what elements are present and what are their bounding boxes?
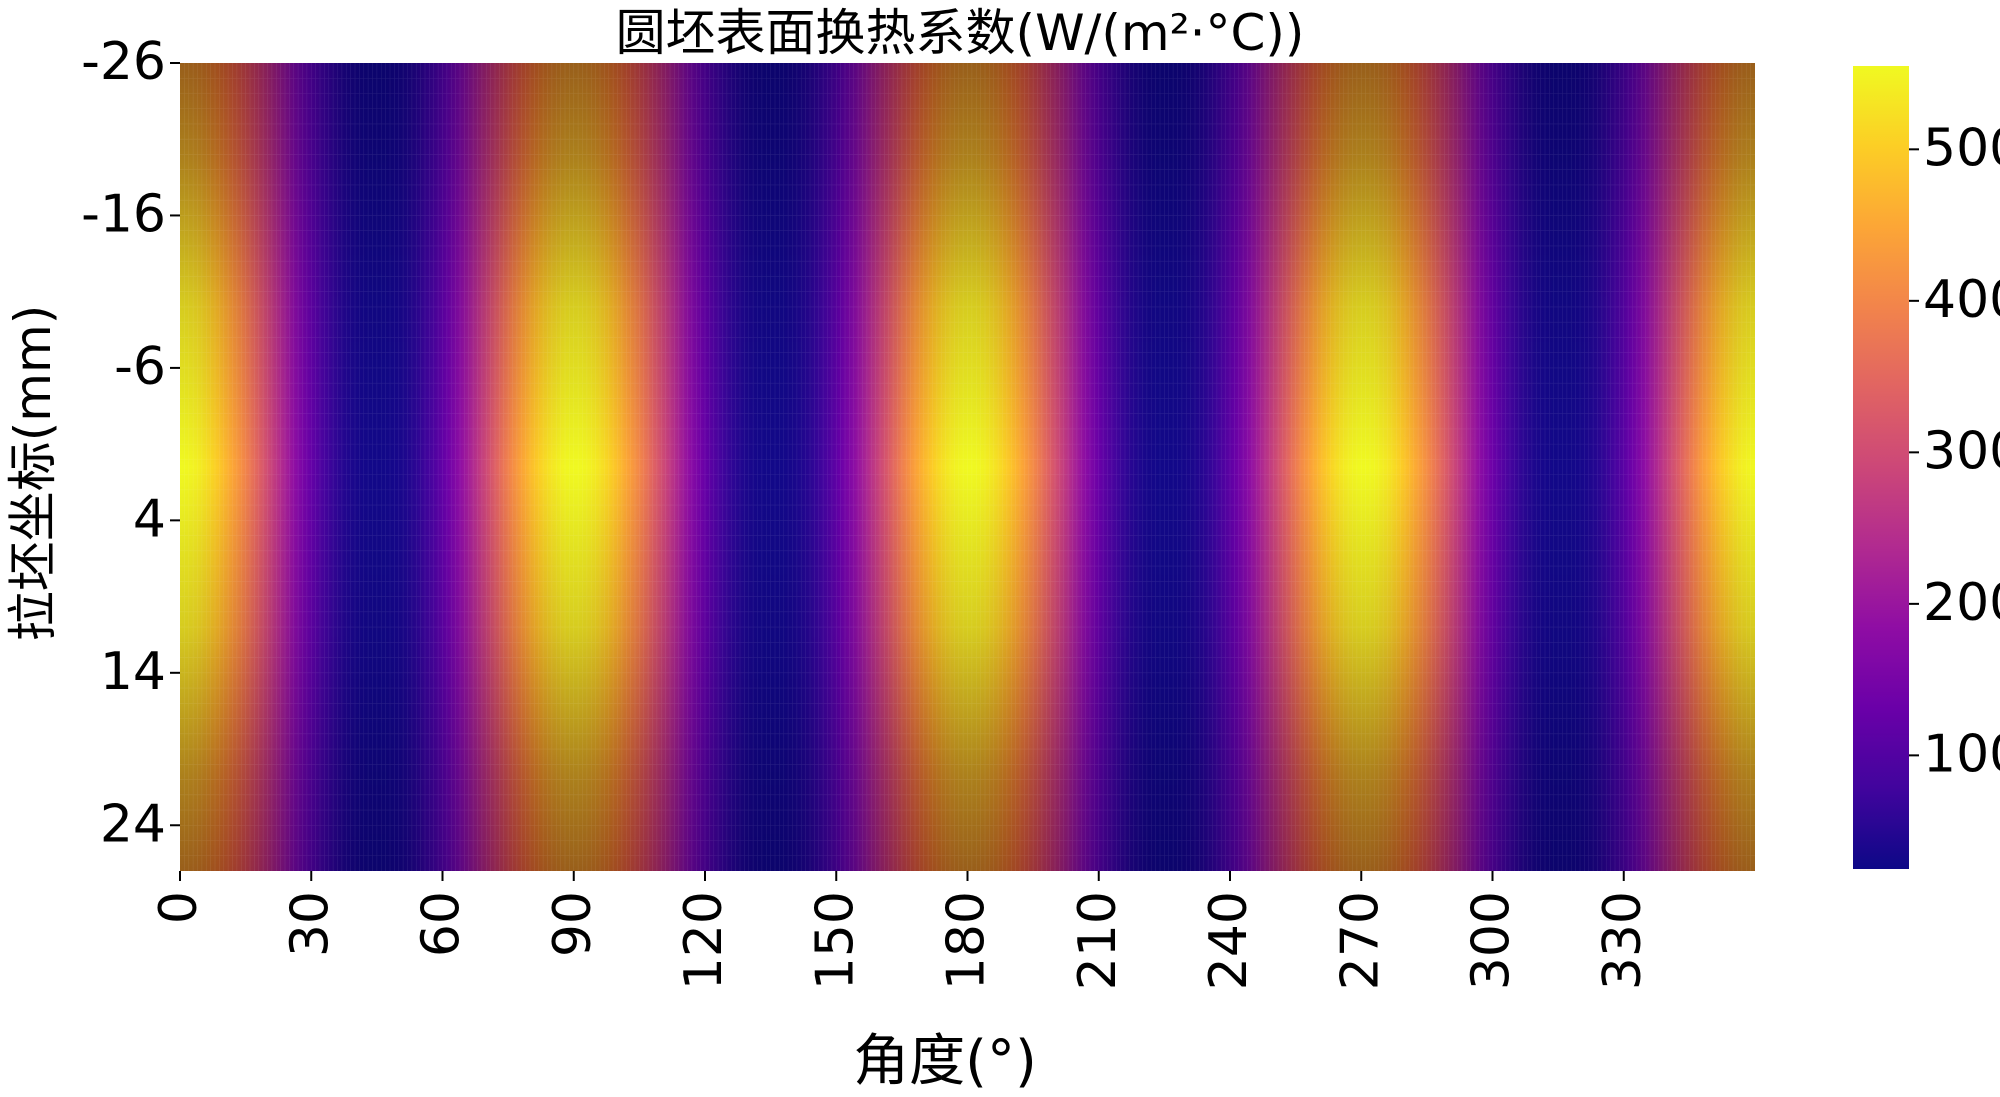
x-tick-label: 300 [1462,891,1522,990]
y-axis: -26 -16 -6 4 14 24 [81,32,180,854]
colorbar: 100 200 300 400 500 [1853,66,2000,869]
colorbar-tick-label: 400 [1923,270,2000,330]
heatmap-vertical-fade [180,63,1755,871]
colorbar-tick-label: 100 [1923,724,2000,784]
colorbar-tick-label: 200 [1923,573,2000,633]
x-tick-label: 330 [1593,891,1653,990]
x-tick-label: 30 [280,891,340,957]
y-tick-label: 14 [100,642,166,702]
y-tick-label: -26 [81,32,166,92]
colorbar-ticks: 100 200 300 400 500 [1909,118,2000,784]
x-tick-label: 60 [412,891,472,957]
x-tick-label: 150 [805,891,865,990]
x-tick-label: 270 [1330,891,1390,990]
x-tick-label: 210 [1068,891,1128,990]
colorbar-tick-label: 300 [1923,421,2000,481]
x-tick-label: 120 [674,891,734,990]
cell-grid-lines [180,63,1755,871]
y-tick-label: -6 [114,337,166,397]
y-tick-label: 4 [133,489,166,549]
y-tick-label: -16 [81,184,166,244]
chart-title: 圆坯表面换热系数(W/(m²·°C)) [616,4,1305,62]
heatmap-plot-area [180,63,1755,871]
x-tick-label: 90 [543,891,603,957]
y-axis-label: 拉坯坐标(mm) [4,305,62,641]
x-axis: 0 30 60 90 120 150 180 210 240 270 300 330 [149,871,1653,990]
colorbar-gradient-bar [1853,66,1909,869]
cell-grid [180,63,1755,871]
x-tick-label: 180 [937,891,997,990]
x-axis-label: 角度(°) [853,1029,1037,1094]
x-tick-label: 240 [1199,891,1259,990]
x-tick-label: 0 [149,891,209,924]
y-tick-label: 24 [100,794,166,854]
colorbar-tick-label: 500 [1923,118,2000,178]
